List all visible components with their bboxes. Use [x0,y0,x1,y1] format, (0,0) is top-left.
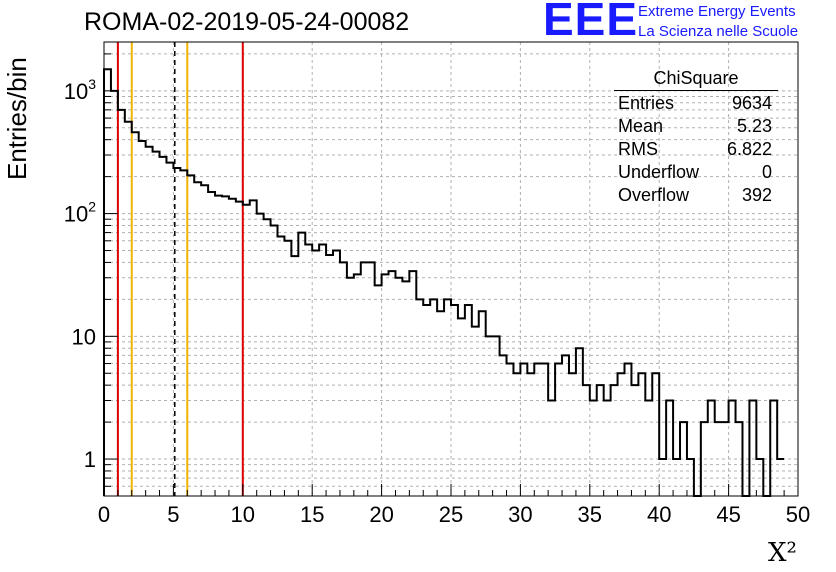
y-tick-label: 103 [64,76,96,104]
x-tick-label: 25 [439,502,463,527]
x-tick-label: 20 [369,502,393,527]
y-tick-label: 10 [72,324,96,349]
y-tick-label: 102 [64,199,96,227]
stats-label: RMS [618,139,658,159]
stats-row: Underflow 0 [614,162,778,185]
x-tick-label: 50 [786,502,810,527]
chart-title: ROMA-02-2019-05-24-00082 [84,8,410,36]
logo-tagline-1: Extreme Energy Events [638,3,796,20]
x-tick-label: 0 [98,502,110,527]
x-tick-label: 40 [647,502,671,527]
logo-tagline-2: La Scienza nelle Scuole [638,23,799,40]
stats-label: Mean [618,116,664,136]
y-tick-label: 1 [84,447,96,472]
stats-value: 6.822 [726,139,772,159]
stats-value: 0 [761,162,772,182]
axis-ticks: 0 5 10 15 20 25 30 35 40 45 50 1 10 102 103 [64,53,810,527]
stats-row: Overflow 392 [614,185,778,208]
stats-row: Mean 5.23 [614,116,778,139]
stats-value: 5.23 [736,116,772,136]
stats-label: Overflow [618,185,690,205]
x-tick-label: 10 [231,502,255,527]
x-tick-label: 15 [300,502,324,527]
histogram-line [103,68,785,497]
stats-value: 9634 [731,93,772,113]
stats-row: RMS 6.822 [614,139,778,162]
stats-label: Entries [618,93,675,113]
reference-lines [116,42,244,496]
y-axis-label: Entries/bin [2,57,32,180]
x-tick-label: 30 [508,502,532,527]
x-tick-label: 45 [716,502,740,527]
x-axis-label: X² [768,538,797,568]
x-tick-label: 5 [167,502,179,527]
stats-title: ChiSquare [614,68,778,91]
stats-label: Underflow [618,162,700,182]
eee-logo: EEE [543,0,639,45]
histogram-series [103,68,785,497]
stats-value: 392 [741,185,772,205]
stats-row: Entries 9634 [614,93,778,116]
grid [104,42,798,496]
x-tick-label: 35 [578,502,602,527]
stats-box: ChiSquare Entries 9634 Mean 5.23 RMS 6.8… [614,68,778,208]
